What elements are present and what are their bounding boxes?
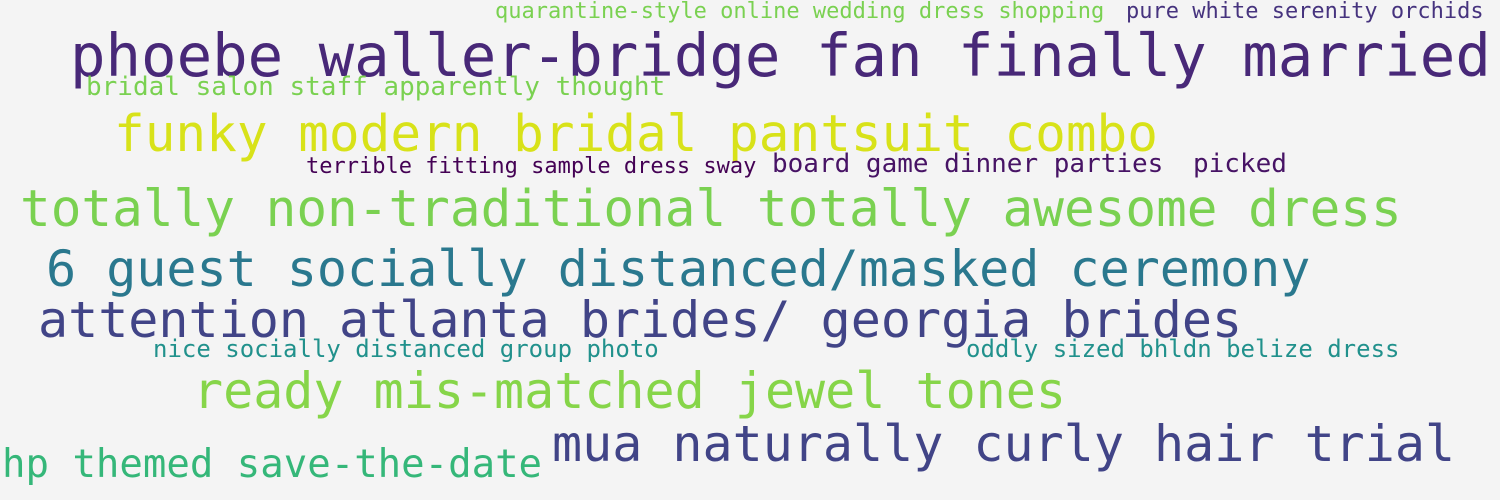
word-quarantine-style-online-wedding-dress-shopping: quarantine-style online wedding dress sh… xyxy=(495,0,1105,24)
word-totally-non-traditional-totally-awesome-dress: totally non-traditional totally awesome … xyxy=(20,180,1402,239)
word-ready-mis-matched-jewel-tones: ready mis-matched jewel tones xyxy=(193,362,1066,420)
word-bridal-salon-staff-apparently-thought: bridal salon staff apparently thought xyxy=(86,72,666,102)
word-picked: picked xyxy=(1193,149,1287,179)
word-board-game-dinner-parties: board game dinner parties xyxy=(772,149,1164,179)
word-funky-modern-bridal-pantsuit-combo: funky modern bridal pantsuit combo xyxy=(114,105,1158,164)
word-6-guest-socially-distanced-masked-ceremony: 6 guest socially distanced/masked ceremo… xyxy=(46,240,1311,298)
word-attention-atlanta-brides-georgia-brides: attention atlanta brides/ georgia brides xyxy=(38,291,1243,349)
word-mua-naturally-curly-hair-trial: mua naturally curly hair trial xyxy=(552,415,1456,473)
word-pure-white-serenity-orchids: pure white serenity orchids xyxy=(1126,0,1484,24)
word-phoebe-waller-bridge-fan-finally-married: phoebe waller-bridge fan finally married xyxy=(70,21,1491,90)
word-hp-themed-save-the-date: hp themed save-the-date xyxy=(2,442,543,487)
word-terrible-fitting-sample-dress-sway: terrible fitting sample dress sway xyxy=(306,154,757,179)
word-nice-socially-distanced-group-photo: nice socially distanced group photo xyxy=(153,335,659,363)
word-oddly-sized-bhldn-belize-dress: oddly sized bhldn belize dress xyxy=(966,335,1400,363)
